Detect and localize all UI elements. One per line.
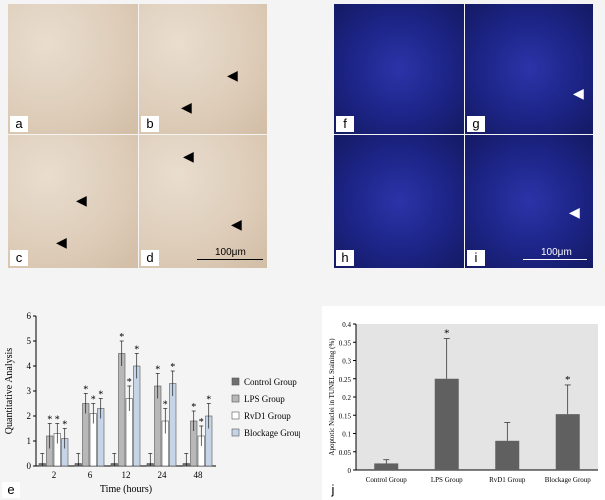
- y-tick-label: 1: [27, 436, 32, 446]
- arrow-icon: ◀: [569, 206, 580, 221]
- x-tick-label: Blockage Group: [545, 476, 592, 484]
- panel-label-b: b: [141, 116, 159, 132]
- y-tick-label: 4: [27, 361, 32, 371]
- x-tick-label: RvD1 Group: [489, 476, 526, 484]
- legend-label: LPS Group: [244, 394, 285, 404]
- y-tick-label: 0: [27, 461, 32, 471]
- panel-label-f: f: [336, 116, 354, 132]
- chart-j-container: 0 0.05 0.1 0.15 0.2 0.25 0.3 0.35 0.4 Control Gro…: [322, 306, 605, 500]
- panel-label-d: d: [141, 250, 159, 266]
- scale-bar: [523, 259, 587, 260]
- arrow-icon: ◀: [76, 194, 87, 209]
- significance-mark: *: [206, 395, 211, 406]
- x-tick-label: 2: [52, 470, 57, 480]
- y-tick-label: 6: [27, 311, 32, 321]
- bar: [118, 353, 126, 467]
- significance-mark: *: [119, 332, 124, 343]
- scale-bar-label: 100μm: [541, 247, 572, 258]
- significance-mark: *: [155, 365, 160, 376]
- significance-mark: *: [444, 328, 450, 340]
- significance-mark: *: [62, 420, 67, 431]
- x-tick-label: 24: [158, 470, 168, 480]
- arrow-icon: ◀: [56, 236, 67, 251]
- tunel-panel-f: f: [334, 4, 464, 134]
- bar: [434, 378, 459, 470]
- y-tick-label: 0.15: [339, 412, 352, 420]
- significance-mark: *: [170, 362, 175, 373]
- arrow-icon: ◀: [573, 87, 584, 102]
- ihc-panel-d: d ◀ ◀ 100μm: [139, 135, 267, 268]
- y-tick-label: 0.05: [339, 449, 352, 457]
- significance-mark: *: [127, 377, 132, 388]
- legend-swatch: [231, 428, 240, 437]
- significance-mark: *: [55, 415, 60, 426]
- tunel-panel-g: g ◀: [465, 4, 593, 134]
- x-axis-label: Time (hours): [100, 484, 152, 495]
- significance-mark: *: [191, 402, 196, 413]
- legend-swatch: [231, 377, 240, 386]
- legend-label: Control Group: [244, 377, 297, 387]
- panel-label-g: g: [467, 116, 485, 132]
- y-tick-label: 0: [348, 467, 352, 475]
- bar: [495, 440, 520, 470]
- y-axis-label: Apoptotic Nuclei in TUNEL Staining (%): [328, 338, 336, 456]
- panel-label-a: a: [10, 116, 28, 132]
- significance-mark: *: [163, 400, 168, 411]
- panel-label-j: j: [324, 482, 342, 498]
- legend-swatch: [231, 411, 240, 420]
- legend-label: RvD1 Group: [244, 411, 291, 421]
- legend-swatch: [231, 394, 240, 403]
- tunel-panel-i: i ◀ 100μm: [465, 135, 593, 268]
- ihc-panel-a: a: [8, 4, 138, 134]
- significance-mark: *: [98, 390, 103, 401]
- y-tick-label: 0.2: [342, 394, 351, 402]
- ihc-panel-b: b ◀ ◀: [139, 4, 267, 134]
- bar: [555, 414, 580, 470]
- arrow-icon: ◀: [181, 101, 192, 116]
- y-tick-label: 0.35: [339, 339, 352, 347]
- significance-mark: *: [199, 417, 204, 428]
- y-tick-label: 3: [27, 386, 32, 396]
- y-tick-label: 0.3: [342, 358, 351, 366]
- bar: [133, 365, 141, 467]
- chart-j: 0 0.05 0.1 0.15 0.2 0.25 0.3 0.35 0.4 Control Gro…: [328, 321, 598, 484]
- arrow-icon: ◀: [183, 150, 194, 165]
- y-tick-label: 0.1: [342, 431, 351, 439]
- bar: [374, 463, 399, 470]
- significance-mark: *: [565, 374, 571, 386]
- panel-label-h: h: [336, 250, 354, 266]
- panel-label-i: i: [467, 250, 485, 266]
- y-tick-label: 0.4: [342, 321, 351, 329]
- significance-mark: *: [91, 395, 96, 406]
- x-tick-label: Control Group: [366, 476, 408, 484]
- significance-mark: *: [83, 385, 88, 396]
- significance-mark: *: [134, 345, 139, 356]
- scale-bar-label: 100μm: [215, 247, 246, 258]
- tunel-panel-h: h: [334, 135, 464, 268]
- panel-label-e: e: [2, 482, 20, 498]
- legend-label: Blockage Group: [244, 428, 300, 438]
- arrow-icon: ◀: [231, 218, 242, 233]
- arrow-icon: ◀: [227, 69, 238, 84]
- y-tick-label: 5: [27, 336, 32, 346]
- x-tick-label: 6: [88, 470, 93, 480]
- significance-mark: *: [47, 415, 52, 426]
- scale-bar: [197, 259, 263, 260]
- y-axis-label: Quantitative Analysis: [4, 348, 15, 434]
- x-tick-label: 48: [194, 470, 204, 480]
- y-tick-label: 0.25: [339, 376, 352, 384]
- chart-e-container: 0 1 2 3 4 5 6 2 * * * 6 * * * 12 * * * 24 * * * 48 * * * Time (hour…: [0, 306, 300, 500]
- ihc-panel-c: c ◀ ◀: [8, 135, 138, 268]
- y-tick-label: 2: [27, 411, 32, 421]
- x-tick-label: LPS Group: [431, 476, 463, 484]
- panel-label-c: c: [10, 250, 28, 266]
- x-tick-label: 12: [122, 470, 131, 480]
